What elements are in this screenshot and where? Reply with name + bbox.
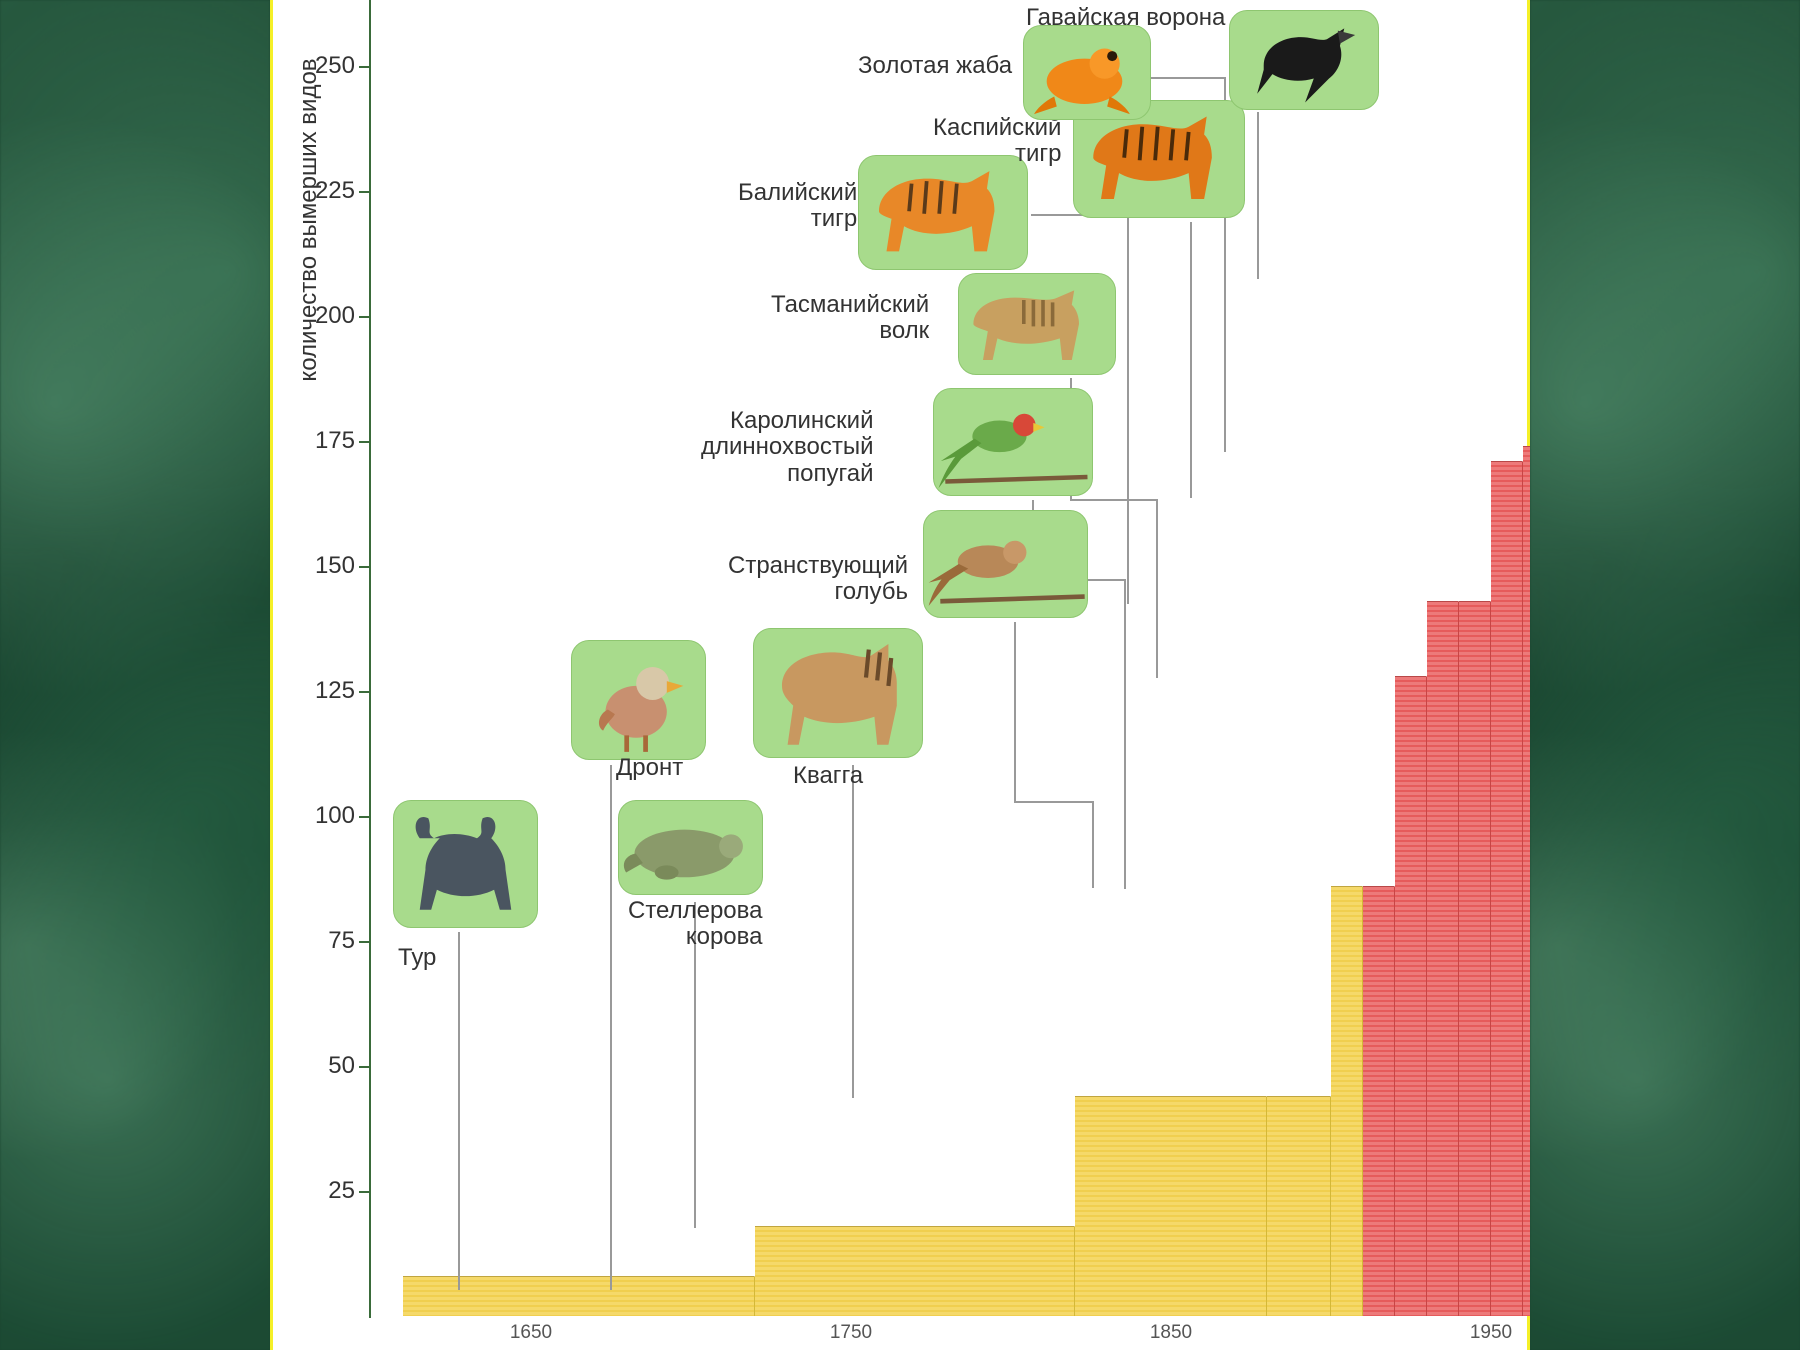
bar xyxy=(1491,461,1523,1316)
y-tick-label: 250 xyxy=(305,52,355,80)
quagga-icon xyxy=(754,629,922,757)
x-tick-label: 1850 xyxy=(1150,1322,1192,1344)
balitiger-icon xyxy=(859,156,1027,269)
quagga-card xyxy=(753,628,923,758)
chart-area: количество вымерших видов 25507510012515… xyxy=(313,0,1517,1350)
tur-card xyxy=(393,800,538,928)
y-tick-label: 25 xyxy=(305,1177,355,1205)
bar xyxy=(1363,886,1395,1316)
parakeet-icon xyxy=(934,389,1092,495)
y-tick-label: 125 xyxy=(305,677,355,705)
dodo-icon xyxy=(572,641,705,759)
parakeet-card xyxy=(933,388,1093,496)
pigeon-label: Странствующийголубь xyxy=(728,553,908,606)
hawcrow-label: Гавайская ворона xyxy=(1026,5,1225,31)
tur-icon xyxy=(394,801,537,927)
bar xyxy=(1075,1096,1267,1316)
x-tick-label: 1950 xyxy=(1470,1322,1512,1344)
y-tick xyxy=(359,1191,369,1193)
casptiger-label: Каспийскийтигр xyxy=(933,115,1061,168)
steller-icon xyxy=(619,801,762,894)
y-axis-label: количество вымерших видов xyxy=(295,20,323,420)
y-tick-label: 175 xyxy=(305,427,355,455)
thylacine-card xyxy=(958,273,1116,375)
y-tick xyxy=(359,191,369,193)
y-tick xyxy=(359,1066,369,1068)
quagga-label: Квагга xyxy=(793,763,863,789)
thylacine-icon xyxy=(959,274,1115,374)
y-tick-label: 150 xyxy=(305,552,355,580)
chart-container: количество вымерших видов 25 50 75 100 125 15… xyxy=(270,0,1530,1350)
goldtoad-icon xyxy=(1024,26,1150,119)
dodo-card xyxy=(571,640,706,760)
x-tick-label: 1750 xyxy=(830,1322,872,1344)
bar xyxy=(1395,676,1427,1316)
steller-label: Стеллеровакорова xyxy=(628,898,762,951)
bar xyxy=(1427,601,1459,1316)
y-tick xyxy=(359,941,369,943)
decorative-left-panel xyxy=(0,0,270,1350)
y-tick xyxy=(359,566,369,568)
bar xyxy=(1459,601,1491,1316)
bar xyxy=(755,1226,1075,1316)
tur-label: Тур xyxy=(398,945,436,971)
thylacine-label: Тасманийскийволк xyxy=(771,292,929,345)
y-tick-label: 225 xyxy=(305,177,355,205)
balitiger-card xyxy=(858,155,1028,270)
steller-card xyxy=(618,800,763,895)
x-tick-label: 1650 xyxy=(510,1322,552,1344)
y-tick xyxy=(359,316,369,318)
dodo-label: Дронт xyxy=(616,755,683,781)
pigeon-card xyxy=(923,510,1088,618)
hawcrow-icon xyxy=(1230,11,1378,109)
bar xyxy=(403,1276,755,1316)
y-tick xyxy=(359,816,369,818)
goldtoad-label: Золотая жаба xyxy=(858,53,1012,79)
balitiger-label: Балийскийтигр xyxy=(738,180,857,233)
decorative-right-panel xyxy=(1530,0,1800,1350)
pigeon-icon xyxy=(924,511,1087,617)
y-tick-label: 75 xyxy=(305,927,355,955)
y-tick-label: 100 xyxy=(305,802,355,830)
bar xyxy=(1331,886,1363,1316)
y-tick-label: 200 xyxy=(305,302,355,330)
y-tick xyxy=(359,441,369,443)
goldtoad-card xyxy=(1023,25,1151,120)
y-tick xyxy=(359,691,369,693)
bar xyxy=(1267,1096,1331,1316)
y-tick xyxy=(359,66,369,68)
parakeet-label: Каролинскийдлиннохвостыйпопугай xyxy=(701,408,873,487)
hawcrow-card xyxy=(1229,10,1379,110)
y-tick-label: 50 xyxy=(305,1052,355,1080)
